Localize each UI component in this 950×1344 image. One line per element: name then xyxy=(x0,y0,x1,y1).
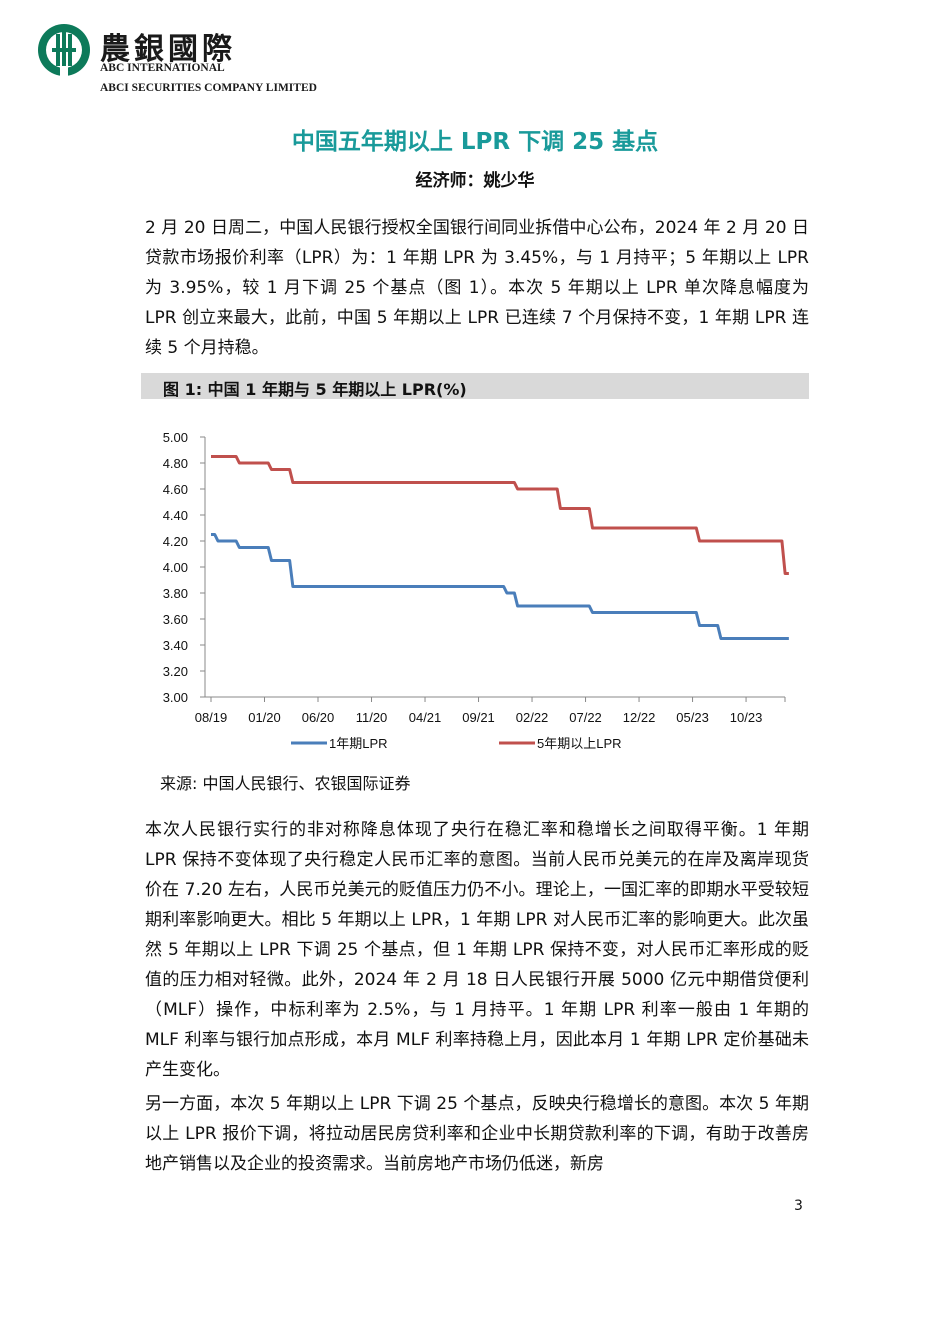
paragraph-2: 本次人民银行实行的非对称降息体现了央行在稳汇率和稳增长之间取得平衡。1 年期 L… xyxy=(145,820,809,1080)
x-tick-label: 10/23 xyxy=(730,710,763,725)
x-tick-label: 12/22 xyxy=(623,710,656,725)
figure-title: 图 1: 中国 1 年期与 5 年期以上 LPR(%) xyxy=(163,380,467,399)
x-tick-label: 08/19 xyxy=(195,710,228,725)
y-tick-label: 3.00 xyxy=(163,690,188,705)
logo-company-name: ABCI SECURITIES COMPANY LIMITED xyxy=(100,82,317,94)
x-tick-label: 05/23 xyxy=(676,710,709,725)
x-tick-label: 09/21 xyxy=(462,710,495,725)
logo-chinese-name: 農銀國際 xyxy=(100,32,236,67)
paragraph-3: 另一方面，本次 5 年期以上 LPR 下调 25 个基点，反映央行稳增长的意图。… xyxy=(145,1094,809,1174)
legend-label: 5年期以上LPR xyxy=(537,736,622,751)
x-tick-label: 06/20 xyxy=(302,710,335,725)
y-tick-label: 4.60 xyxy=(163,482,188,497)
x-tick-label: 07/22 xyxy=(569,710,602,725)
y-tick-label: 4.20 xyxy=(163,534,188,549)
y-tick-label: 4.80 xyxy=(163,456,188,471)
author-line: 经济师：姚少华 xyxy=(415,171,535,191)
y-tick-label: 3.20 xyxy=(163,664,188,679)
x-tick-label: 01/20 xyxy=(248,710,281,725)
figure-source: 来源: 中国人民银行、农银国际证券 xyxy=(160,774,411,793)
y-tick-label: 4.40 xyxy=(163,508,188,523)
logo-english-name: ABC INTERNATIONAL xyxy=(100,62,225,74)
legend-label: 1年期LPR xyxy=(329,736,388,751)
page-number: 3 xyxy=(794,1198,803,1214)
y-tick-label: 4.00 xyxy=(163,560,188,575)
y-tick-label: 3.40 xyxy=(163,638,188,653)
paragraph-1: 2 月 20 日周二，中国人民银行授权全国银行间同业拆借中心公布，2024 年 … xyxy=(145,218,809,358)
page-title: 中国五年期以上 LPR 下调 25 基点 xyxy=(291,129,659,155)
y-tick-label: 3.80 xyxy=(163,586,188,601)
y-tick-label: 3.60 xyxy=(163,612,188,627)
x-tick-label: 11/20 xyxy=(356,710,388,725)
company-logo: 農銀國際 ABC INTERNATIONAL ABCI SECURITIES C… xyxy=(36,22,356,102)
x-tick-label: 02/22 xyxy=(516,710,549,725)
series-line-lpr-5y xyxy=(211,455,789,575)
x-tick-label: 04/21 xyxy=(409,710,442,725)
figure-title-bar: 图 1: 中国 1 年期与 5 年期以上 LPR(%) xyxy=(141,373,809,399)
series-line-lpr-1y xyxy=(211,533,789,640)
abc-logo-icon xyxy=(38,24,90,76)
lpr-line-chart: 5.00 4.80 4.60 4.40 4.20 4.00 3.80 3.60 3.40 3.20… xyxy=(163,430,789,751)
y-tick-label: 5.00 xyxy=(163,430,188,445)
